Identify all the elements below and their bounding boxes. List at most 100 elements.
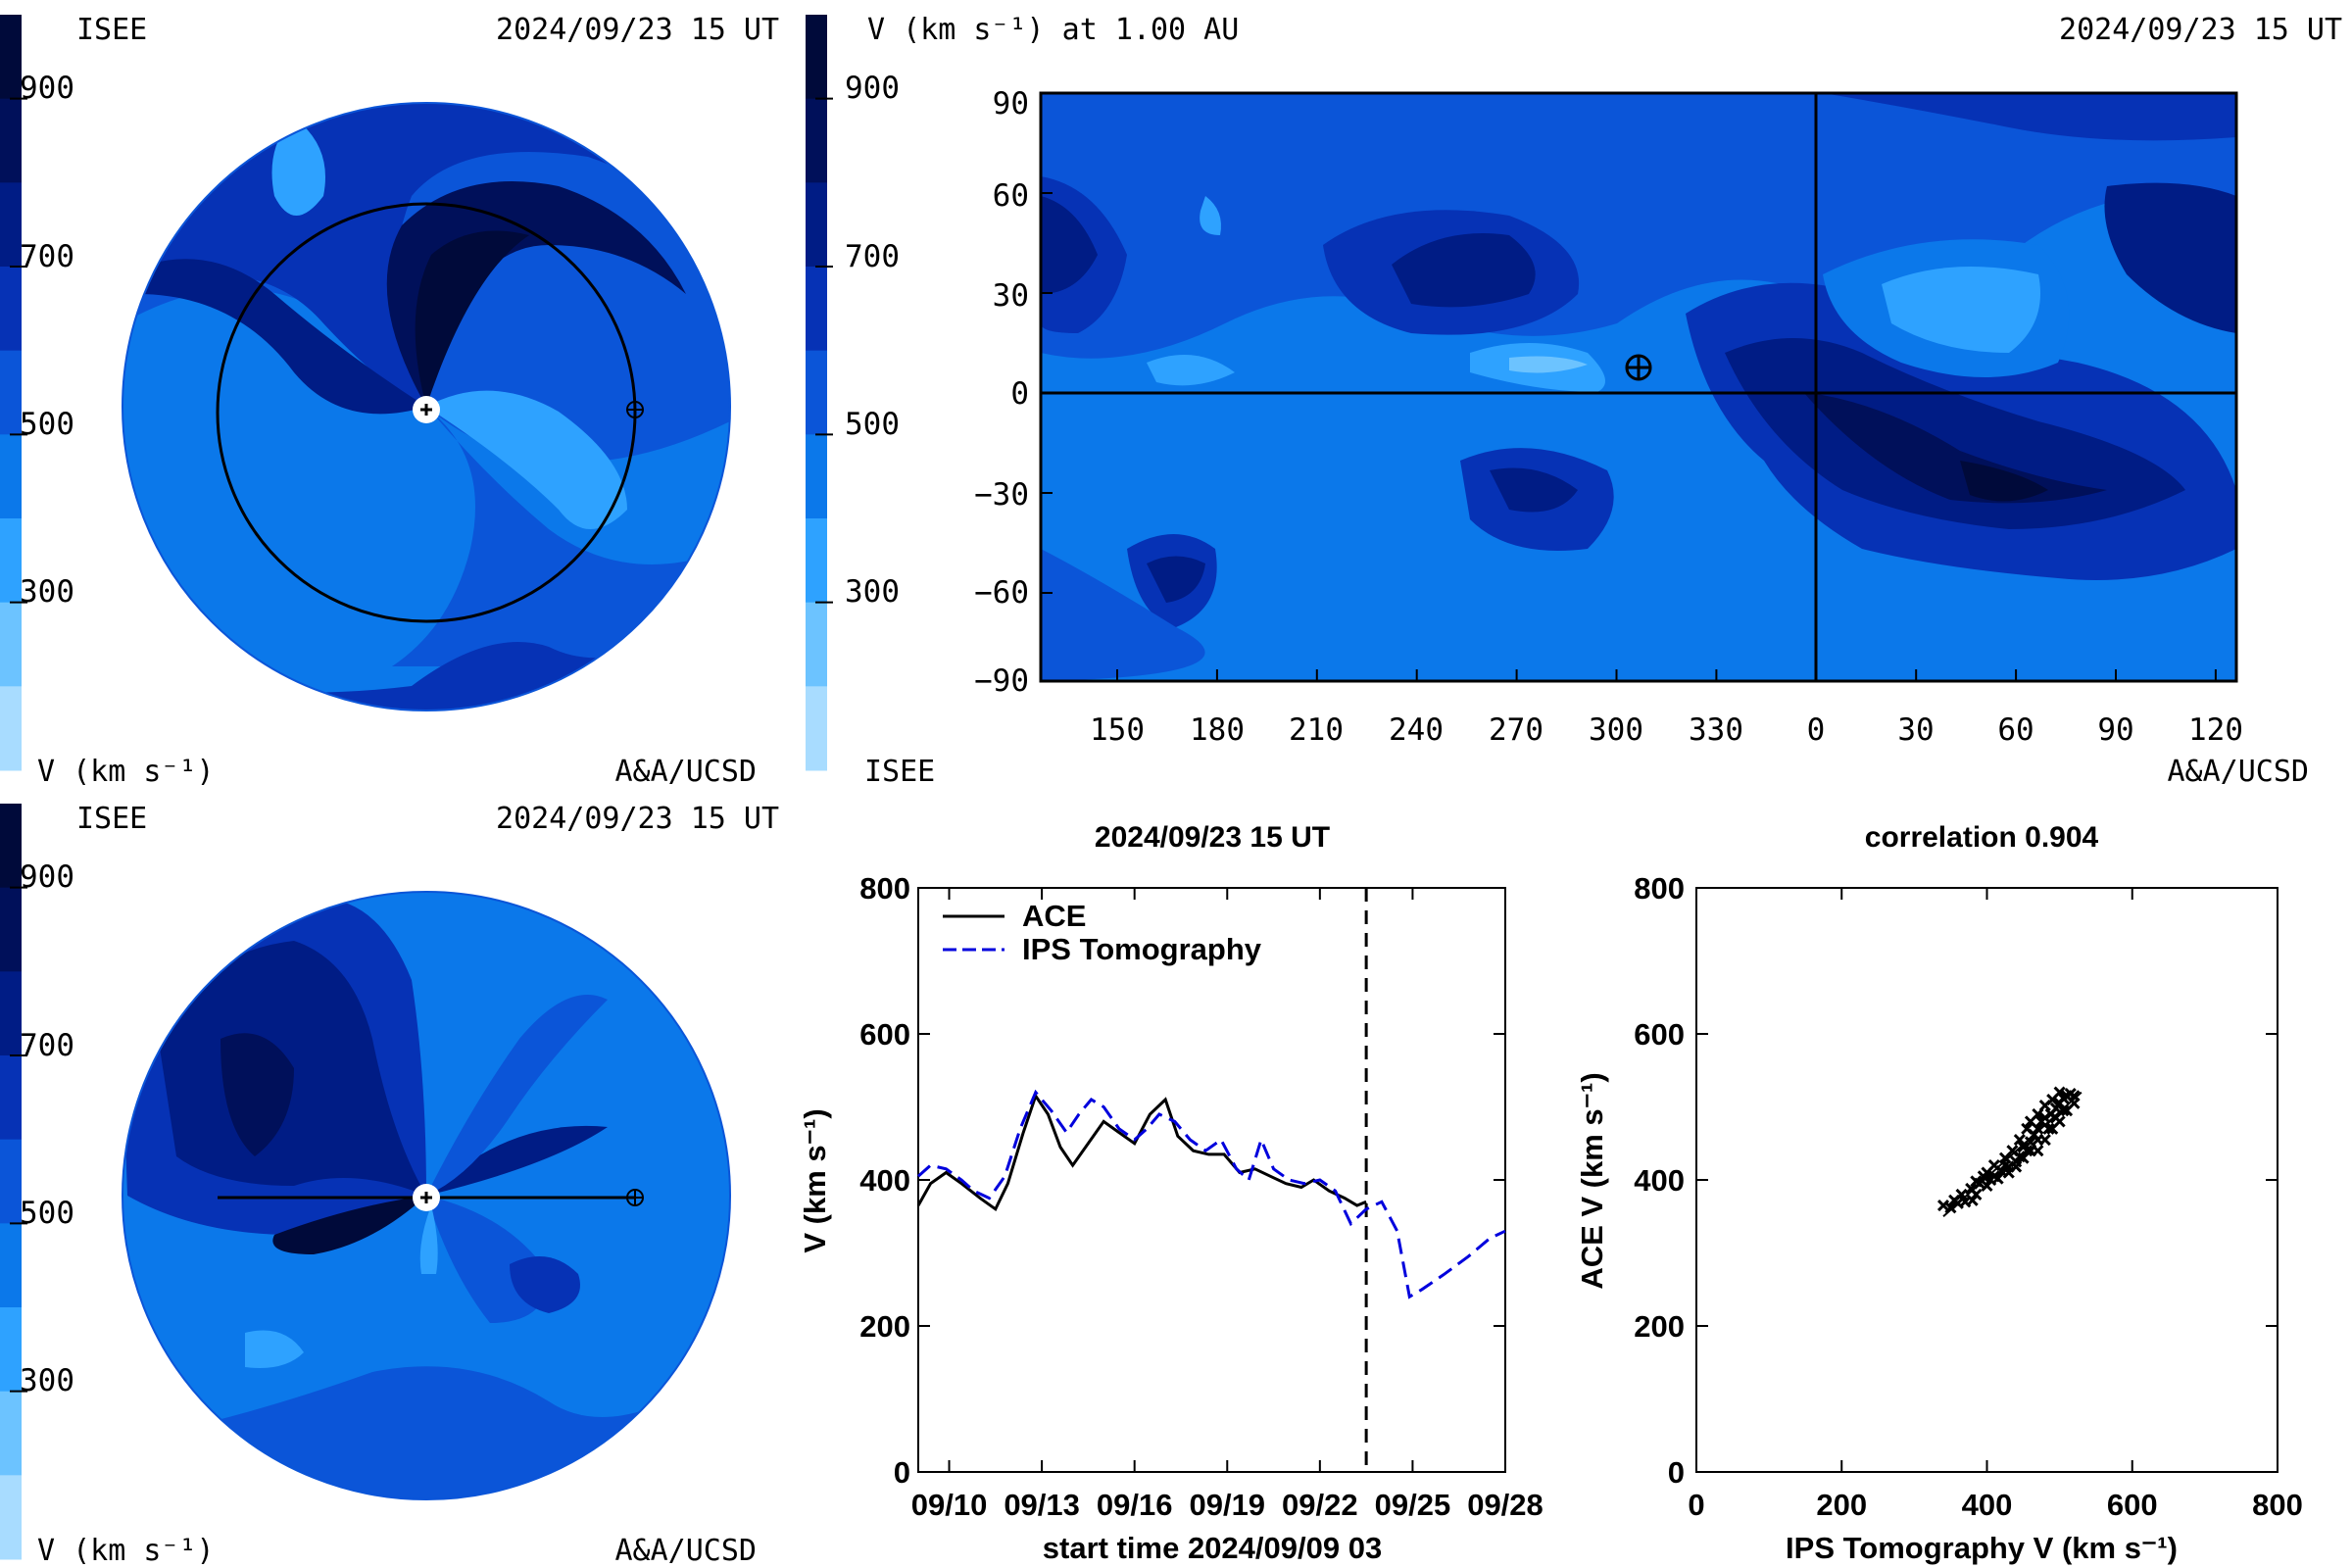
x-tick-label: 09/16: [1097, 1488, 1173, 1522]
panel-org: ISEE: [76, 802, 147, 836]
lon-tick: 180: [1190, 712, 1245, 748]
x-tick-label: 0: [1688, 1488, 1704, 1522]
earth-icon: [1625, 354, 1652, 381]
panel-top-left: ISEE 2024/09/23 15 UT V (km s⁻¹) A&A/UCS…: [37, 13, 779, 789]
cbar-tick: 300: [845, 574, 900, 610]
y-tick-label: 200: [1634, 1309, 1685, 1344]
cbar-tick: 500: [845, 407, 900, 442]
ace-series-line: [916, 1092, 1367, 1212]
colorbar-band: [0, 434, 22, 519]
colorbar-band: [0, 1223, 22, 1308]
scatter-point: [1998, 1152, 2012, 1164]
panel-bottom-left: ISEE 2024/09/23 15 UT V (km s⁻¹) A&A/UCS…: [37, 802, 779, 1568]
colorbar-band: [806, 98, 827, 183]
scatter-point: [2017, 1141, 2030, 1153]
colorbar-band: [0, 804, 22, 889]
lat-tick: 30: [993, 278, 1029, 314]
x-tick-label: 200: [1816, 1488, 1867, 1522]
lon-tick: 60: [1997, 712, 2034, 748]
legend-ace-label: ACE: [1022, 899, 1086, 933]
x-tick-label: 600: [2107, 1488, 2158, 1522]
cbar-tick: 900: [845, 71, 900, 106]
cbar-tick: 900: [20, 859, 74, 895]
x-tick-label: 400: [1962, 1488, 2013, 1522]
scatter-point: [2032, 1145, 2044, 1157]
y-tick-label: 200: [859, 1309, 910, 1344]
timeseries-frame: [917, 887, 1506, 1473]
colorbar-map-labels: 900 700 500 300: [845, 71, 900, 610]
lon-tick: 150: [1090, 712, 1145, 748]
panel-map: V (km s⁻¹) at 1.00 AU 2024/09/23 15 UT I…: [864, 13, 2342, 789]
x-tick-label: 09/22: [1282, 1488, 1358, 1522]
sun-cross: [420, 404, 432, 416]
scatter-point: [2024, 1115, 2037, 1128]
scatter-point: [1965, 1182, 1978, 1196]
colorbar-band: [0, 182, 22, 268]
scatter-point: [2021, 1122, 2034, 1135]
colorbar-band: [806, 518, 827, 604]
scatter-x-ticks: 0 200 400 600 800: [1688, 1488, 2302, 1522]
colorbar-band: [0, 350, 22, 435]
timeseries-y-ticks: 800 600 400 200 0: [859, 871, 910, 1490]
x-tick-label: 09/19: [1189, 1488, 1265, 1522]
cbar-tick: 500: [20, 407, 74, 442]
lat-tick: −90: [974, 663, 1029, 699]
scatter-point: [1948, 1194, 1961, 1206]
colorbar-band: [0, 887, 22, 972]
credit-label: A&A/UCSD: [615, 755, 758, 789]
scatter-point: [2013, 1133, 2026, 1147]
panel-org: ISEE: [76, 13, 147, 47]
velocity-map: [1041, 93, 2236, 681]
fit-line: [1942, 1091, 2082, 1217]
scatter-point: [2068, 1097, 2081, 1109]
scatter-point: [1966, 1194, 1979, 1206]
y-tick-label: 400: [1634, 1163, 1685, 1198]
scatter-point: [1981, 1179, 1993, 1193]
colorbar-band: [806, 267, 827, 352]
y-tick-label: 0: [1668, 1455, 1685, 1490]
lat-tick: 90: [993, 86, 1029, 122]
colorbar-band: [0, 1475, 22, 1560]
scatter-point: [2038, 1133, 2051, 1147]
scatter-chart: correlation 0.904 800 600 400 200 0 0 200 400 6…: [1575, 821, 2303, 1565]
lon-tick: 120: [2188, 712, 2243, 748]
cbar-tick: 700: [845, 239, 900, 274]
map-time: 2024/09/23 15 UT: [2059, 13, 2342, 47]
x-tick-label: 09/25: [1375, 1488, 1451, 1522]
x-tick-label: 800: [2252, 1488, 2303, 1522]
scatter-point: [1970, 1175, 1983, 1188]
scatter-point: [2042, 1122, 2055, 1135]
scatter-point: [2038, 1111, 2051, 1124]
colorbar-band: [0, 15, 22, 100]
timeseries-xlabel: start time 2024/09/09 03: [1043, 1531, 1382, 1565]
lon-tick: 330: [1689, 712, 1743, 748]
panel-time: 2024/09/23 15 UT: [496, 802, 779, 836]
lat-tick: −30: [974, 477, 1029, 513]
lon-tick: 300: [1589, 712, 1643, 748]
lat-tick: 60: [993, 178, 1029, 214]
lon-tick: 90: [2097, 712, 2133, 748]
colorbar-band: [806, 350, 827, 435]
earth-icon: [626, 1189, 644, 1206]
legend: ACE IPS Tomography: [943, 899, 1262, 966]
y-tick-label: 800: [1634, 871, 1685, 906]
map-credit: A&A/UCSD: [2168, 755, 2310, 789]
timeseries-x-ticks: 09/10 09/13 09/16 09/19 09/22 09/25 09/28: [911, 1488, 1544, 1522]
scatter-point: [2002, 1166, 2015, 1179]
earth-icon: [626, 401, 644, 418]
scatter-point: [1991, 1172, 2004, 1185]
lat-tick: 0: [1010, 376, 1029, 412]
panel-time: 2024/09/23 15 UT: [496, 13, 779, 47]
y-tick-label: 600: [1634, 1017, 1685, 1052]
x-tick-label: 09/10: [911, 1488, 988, 1522]
colorbar-band: [806, 602, 827, 687]
colorbar-top-left-labels: 900 700 500 300: [20, 71, 74, 610]
colorbar-band: [0, 602, 22, 687]
colorbar-bottom-left-labels: 900 700 500 300: [20, 859, 74, 1398]
x-tick-label: 09/28: [1467, 1488, 1544, 1522]
scatter-point: [1944, 1201, 1957, 1214]
colorbar-band: [0, 686, 22, 771]
units-label: V (km s⁻¹): [37, 755, 215, 789]
